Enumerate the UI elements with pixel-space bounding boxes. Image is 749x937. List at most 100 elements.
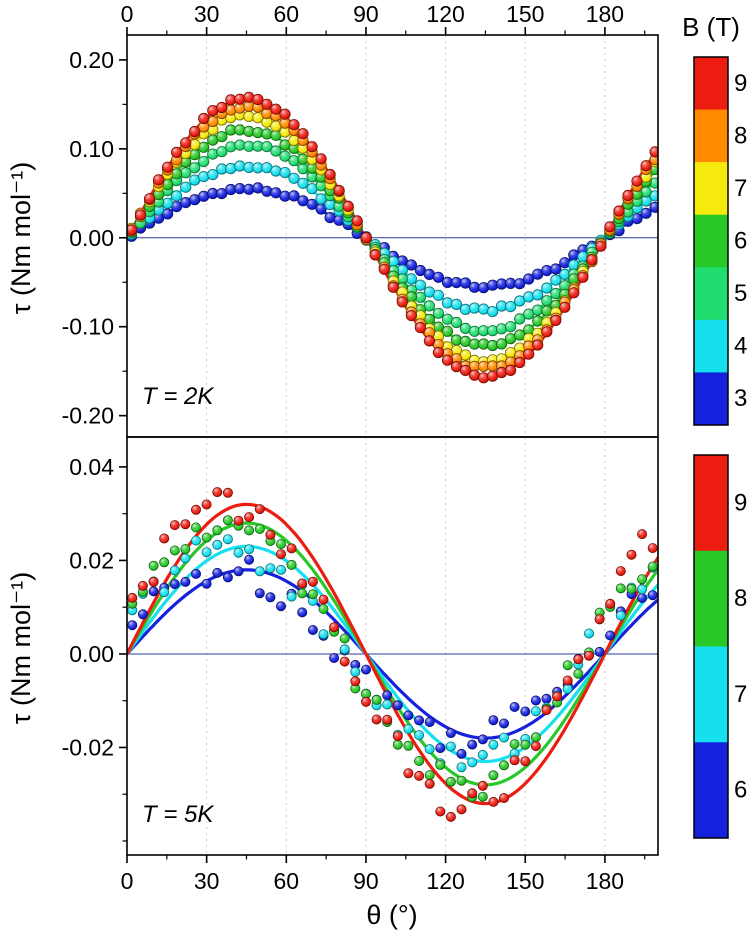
data-point bbox=[318, 629, 329, 640]
y-axis-label-top: τ (Nm mol⁻¹) bbox=[6, 162, 36, 314]
data-point bbox=[261, 98, 273, 110]
data-point bbox=[403, 724, 414, 735]
data-point bbox=[626, 549, 637, 560]
data-point bbox=[148, 576, 159, 587]
data-point bbox=[396, 296, 408, 308]
data-point bbox=[387, 281, 399, 293]
data-point bbox=[615, 566, 626, 577]
data-point bbox=[435, 760, 446, 771]
data-point bbox=[414, 279, 426, 291]
data-point bbox=[137, 609, 148, 620]
data-point bbox=[180, 544, 191, 555]
data-point bbox=[498, 732, 509, 743]
data-point bbox=[450, 316, 463, 329]
data-point bbox=[584, 650, 595, 661]
data-point bbox=[445, 776, 456, 787]
data-point bbox=[530, 706, 541, 717]
data-point bbox=[275, 564, 286, 575]
data-point bbox=[286, 591, 297, 602]
data-point bbox=[153, 174, 165, 186]
data-point bbox=[392, 739, 403, 750]
colorbar-label: 8 bbox=[734, 585, 747, 612]
data-point bbox=[233, 515, 244, 526]
colorbar-title: B (T) bbox=[682, 12, 740, 42]
data-point bbox=[233, 547, 244, 558]
data-point bbox=[265, 592, 276, 603]
data-point bbox=[169, 579, 180, 590]
data-point bbox=[307, 625, 318, 636]
data-point bbox=[162, 161, 174, 173]
data-point bbox=[371, 694, 382, 705]
x-tick-label: 0 bbox=[121, 1, 134, 27]
data-points-9T bbox=[127, 91, 658, 384]
data-point bbox=[244, 525, 255, 536]
data-point bbox=[541, 305, 553, 317]
data-point bbox=[456, 762, 467, 773]
data-point bbox=[467, 757, 478, 768]
x-tick-label: 180 bbox=[586, 868, 624, 894]
x-tick-label: 0 bbox=[121, 868, 134, 894]
data-point bbox=[423, 335, 435, 347]
data-point bbox=[541, 326, 553, 338]
colorbar-block bbox=[694, 455, 728, 552]
data-point bbox=[180, 553, 191, 564]
colorbar-block bbox=[694, 742, 728, 839]
data-point bbox=[550, 314, 562, 326]
x-axis-label: θ (°) bbox=[366, 900, 417, 930]
data-point bbox=[414, 730, 425, 741]
data-points-3T bbox=[127, 182, 658, 294]
data-point bbox=[159, 533, 170, 544]
data-point bbox=[432, 271, 444, 283]
data-point bbox=[270, 103, 282, 115]
data-point bbox=[244, 554, 255, 565]
data-point bbox=[456, 804, 467, 815]
colorbar-block bbox=[694, 267, 728, 321]
data-point bbox=[339, 644, 350, 655]
data-point bbox=[594, 646, 605, 657]
data-point bbox=[467, 788, 478, 799]
colorbar-label: 7 bbox=[734, 681, 747, 708]
data-point bbox=[244, 544, 255, 555]
data-point bbox=[550, 263, 562, 275]
data-point bbox=[459, 277, 472, 289]
data-point bbox=[171, 146, 183, 158]
data-point bbox=[169, 545, 180, 556]
data-point bbox=[222, 534, 233, 545]
data-point bbox=[351, 215, 363, 227]
annotation-temperature-5K: T = 5K bbox=[142, 801, 214, 828]
data-point bbox=[432, 307, 444, 319]
data-point bbox=[530, 695, 541, 706]
data-point bbox=[201, 578, 212, 589]
data-point bbox=[604, 221, 616, 233]
data-point bbox=[207, 169, 219, 181]
data-point bbox=[270, 165, 282, 177]
data-point bbox=[382, 699, 393, 710]
x-tick-label: 90 bbox=[353, 1, 379, 27]
x-tick-label: 120 bbox=[426, 1, 464, 27]
plot-area bbox=[127, 487, 658, 822]
data-point bbox=[562, 683, 573, 694]
y-tick-label: 0.10 bbox=[69, 136, 114, 162]
data-point bbox=[360, 232, 372, 244]
data-point bbox=[297, 177, 309, 189]
data-point bbox=[477, 734, 488, 745]
data-point bbox=[392, 731, 403, 742]
data-point bbox=[441, 325, 454, 337]
data-point bbox=[509, 702, 520, 713]
data-point bbox=[477, 749, 488, 760]
y-tick-label: 0.00 bbox=[69, 641, 114, 667]
plot-area bbox=[127, 91, 658, 384]
data-point bbox=[297, 578, 308, 589]
data-point bbox=[414, 715, 425, 726]
data-point bbox=[445, 741, 456, 752]
data-point bbox=[649, 201, 658, 213]
data-point bbox=[265, 529, 276, 540]
data-point bbox=[180, 181, 192, 193]
data-point bbox=[180, 519, 191, 530]
data-point bbox=[520, 706, 531, 717]
data-point bbox=[190, 504, 201, 515]
data-point bbox=[369, 249, 381, 261]
data-point bbox=[424, 744, 435, 755]
data-point bbox=[441, 354, 454, 366]
data-point bbox=[532, 289, 544, 301]
